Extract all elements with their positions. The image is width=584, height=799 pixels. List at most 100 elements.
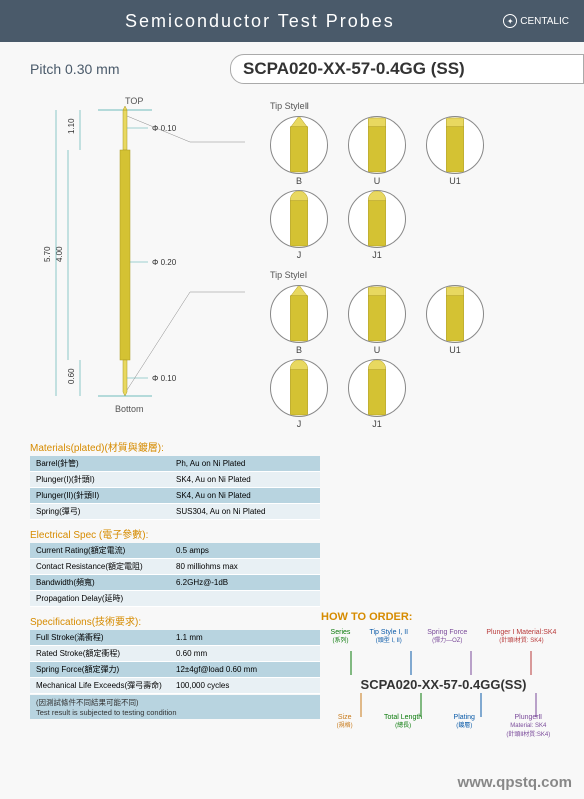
spec-val: 1.1 mm — [170, 630, 320, 646]
spec-val: 80 milliohms max — [170, 559, 320, 575]
spec-val: SUS304, Au on Ni Plated — [170, 504, 320, 520]
tip-B: B — [270, 116, 328, 186]
order-field: Total Length(總長) — [384, 714, 422, 739]
order-field: Size(規格) — [337, 714, 353, 739]
table-row: Spring Force(額定彈力)12±4gf@load 0.60 mm — [30, 662, 320, 678]
table-row: Current Rating(額定電流)0.5 amps — [30, 543, 320, 559]
tip-label: J1 — [372, 250, 382, 260]
electrical-table: Current Rating(額定電流)0.5 ampsContact Resi… — [30, 543, 320, 607]
tip-icon — [348, 359, 406, 417]
tip-U: U — [348, 116, 406, 186]
spec-key: Barrel(針管) — [30, 456, 170, 472]
tip-U1: U1 — [426, 285, 484, 355]
specs-table: Full Stroke(滿衝程)1.1 mmRated Stroke(額定衝程)… — [30, 630, 320, 694]
spec-key: Current Rating(額定電流) — [30, 543, 170, 559]
svg-text:4.00: 4.00 — [55, 246, 64, 262]
test-footnote: (因測試條件不同結果可能不同) Test result is subjected… — [30, 695, 320, 719]
svg-text:1.10: 1.10 — [67, 118, 76, 134]
tip-label: J — [297, 250, 302, 260]
order-field: Plunger I Material:SK4(針頭I材質: SK4) — [486, 629, 556, 646]
spec-key: Plunger(II)(針頭II) — [30, 488, 170, 504]
tip-icon — [426, 285, 484, 343]
tip-icon — [426, 116, 484, 174]
tip-label: J1 — [372, 419, 382, 429]
spec-key: Mechanical Life Exceeds(彈弓壽命) — [30, 678, 170, 694]
order-labels-bot: Size(規格)Total Length(總長)Plating(鍍層)Plung… — [321, 714, 566, 739]
tip-J1: J1 — [348, 359, 406, 429]
spec-key: Bandwidth(頻寬) — [30, 575, 170, 591]
spec-val: 0.60 mm — [170, 646, 320, 662]
page-title: Semiconductor Test Probes — [125, 11, 395, 32]
tip-icon — [270, 285, 328, 343]
tip-style1-row2: J J1 — [250, 359, 574, 429]
order-field: Series(系列) — [331, 629, 351, 646]
tip-style1-row1: B U U1 — [250, 285, 574, 355]
spec-key: Spring Force(額定彈力) — [30, 662, 170, 678]
tip-icon — [270, 190, 328, 248]
table-row: Plunger(II)(針頭II)SK4, Au on Ni Plated — [30, 488, 320, 504]
table-row: Mechanical Life Exceeds(彈弓壽命)100,000 cyc… — [30, 678, 320, 694]
tip-icon — [348, 190, 406, 248]
how-to-order: HOW TO ORDER: Series(系列)Tip Style I, II(… — [321, 611, 566, 739]
subheader: Pitch 0.30 mm SCPA020-XX-57-0.4GG (SS) — [0, 54, 584, 84]
table-row: Plunger(I)(針頭I)SK4, Au on Ni Plated — [30, 472, 320, 488]
order-code: SCPA020-XX-57-0.4GG(SS) — [321, 677, 566, 692]
table-row: Spring(彈弓)SUS304, Au on Ni Plated — [30, 504, 320, 520]
spec-val: 0.5 amps — [170, 543, 320, 559]
tip-label: U1 — [449, 345, 461, 355]
tip-style1-label: Tip StyleⅠ — [270, 270, 574, 281]
spec-val: 12±4gf@load 0.60 mm — [170, 662, 320, 678]
watermark: www.qpstq.com — [458, 774, 572, 791]
order-labels-top: Series(系列)Tip Style I, II(頭型 I, II)Sprin… — [321, 629, 566, 646]
table-row: Barrel(針管)Ph, Au on Ni Plated — [30, 456, 320, 472]
order-field: PlungerⅡMaterial: SK4(針頭Ⅱ材質:SK4) — [506, 714, 550, 739]
tip-label: U — [374, 345, 381, 355]
svg-text:5.70: 5.70 — [43, 246, 52, 262]
model-number: SCPA020-XX-57-0.4GG (SS) — [230, 54, 584, 84]
tip-label: B — [296, 176, 302, 186]
materials-title: Materials(plated)(材質與鍍層): — [30, 439, 554, 454]
tip-style2-row1: BUU1 — [250, 116, 574, 186]
tip-icon — [270, 116, 328, 174]
tip-label: B — [296, 345, 302, 355]
tip-B: B — [270, 285, 328, 355]
tip-J1: J1 — [348, 190, 406, 260]
table-row: Bandwidth(頻寬)6.2GHz@-1dB — [30, 575, 320, 591]
main-content: TOP Bottom 1.10 4.00 5.70 0.60 Φ 0.10 Φ … — [0, 92, 584, 433]
tip-icon — [348, 285, 406, 343]
spec-key: Propagation Delay(延時) — [30, 591, 170, 607]
svg-text:0.60: 0.60 — [67, 368, 76, 384]
electrical-title: Electrical Spec (電子參數): — [30, 526, 554, 541]
table-row: Contact Resistance(額定電阻)80 milliohms max — [30, 559, 320, 575]
svg-text:Bottom: Bottom — [115, 404, 144, 414]
order-title: HOW TO ORDER: — [321, 611, 566, 623]
tip-style2-label: Tip StyleⅡ — [270, 101, 574, 112]
tip-icon — [270, 359, 328, 417]
order-diagram: Series(系列)Tip Style I, II(頭型 I, II)Sprin… — [321, 629, 566, 739]
tip-label: U — [374, 176, 381, 186]
probe-diagram: TOP Bottom 1.10 4.00 5.70 0.60 Φ 0.10 Φ … — [0, 92, 245, 433]
spec-key: Full Stroke(滿衝程) — [30, 630, 170, 646]
spec-val: 6.2GHz@-1dB — [170, 575, 320, 591]
spec-val: SK4, Au on Ni Plated — [170, 488, 320, 504]
spec-key: Contact Resistance(額定電阻) — [30, 559, 170, 575]
table-row: Full Stroke(滿衝程)1.1 mm — [30, 630, 320, 646]
tip-J: J — [270, 359, 328, 429]
tip-U: U — [348, 285, 406, 355]
logo-icon: ✦ — [503, 14, 517, 28]
spec-key: Rated Stroke(額定衝程) — [30, 646, 170, 662]
spec-val — [170, 591, 320, 607]
materials-table: Barrel(針管)Ph, Au on Ni PlatedPlunger(I)(… — [30, 456, 320, 520]
order-field: Spring Force(彈力—OZ) — [427, 629, 467, 646]
svg-text:Φ 0.10: Φ 0.10 — [152, 374, 177, 383]
brand-logo: ✦CENTALIC — [503, 14, 569, 28]
tip-icon — [348, 116, 406, 174]
table-row: Propagation Delay(延時) — [30, 591, 320, 607]
spec-val: SK4, Au on Ni Plated — [170, 472, 320, 488]
tip-J: J — [270, 190, 328, 260]
probe-svg: TOP Bottom 1.10 4.00 5.70 0.60 Φ 0.10 Φ … — [30, 92, 245, 422]
tip-style2-row2: J J1 — [250, 190, 574, 260]
table-row: Rated Stroke(額定衝程)0.60 mm — [30, 646, 320, 662]
tip-styles: Tip StyleⅡ B U U1 J J1 Tip StyleⅠ B U U1 J J1 — [245, 92, 584, 433]
spec-key: Spring(彈弓) — [30, 504, 170, 520]
